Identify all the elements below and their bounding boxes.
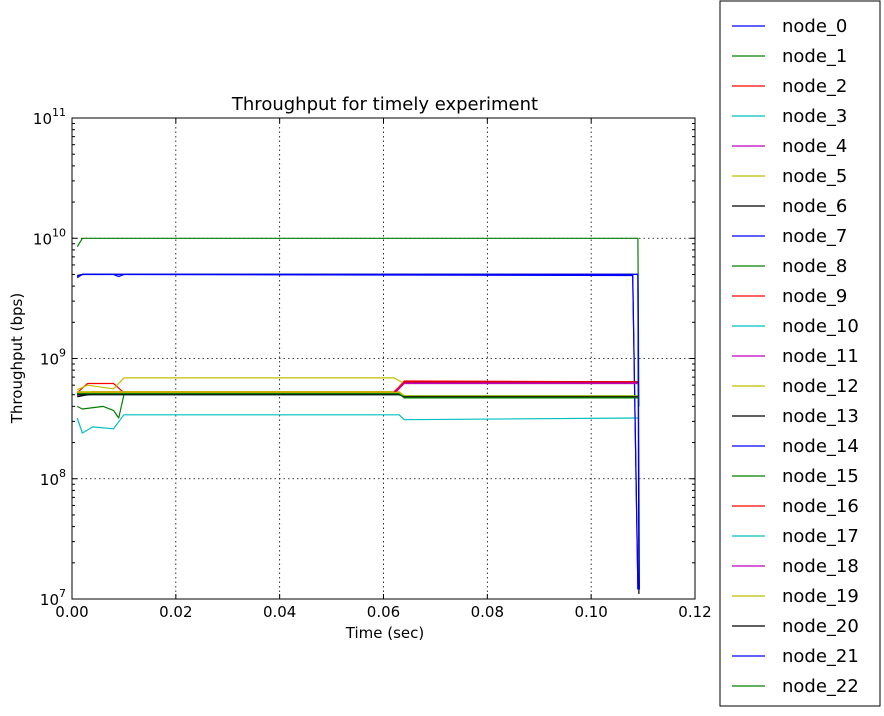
series-line-node-14 (76, 273, 639, 590)
series-line-node-21 (76, 273, 640, 590)
legend-label: node_14 (782, 436, 859, 457)
x-tick-label: 0.00 (55, 603, 88, 621)
y-ticks: 107 108 109 1010 1011 (33, 106, 695, 609)
y-axis-label: Throughput (bps) (8, 293, 26, 424)
y-tick-label: 107 (40, 587, 66, 609)
series-line-node-3 (76, 414, 638, 434)
legend-label: node_17 (782, 526, 859, 547)
legend-label: node_2 (782, 76, 847, 97)
series-line-node-6 (77, 273, 640, 595)
x-tick-label: 0.10 (574, 603, 607, 621)
x-tick-label: 0.06 (367, 603, 400, 621)
series-line-node-0 (76, 273, 639, 590)
legend-label: node_7 (782, 226, 847, 247)
legend-label: node_9 (782, 286, 847, 307)
x-tick-label: 0.12 (678, 603, 711, 621)
legend-label: node_18 (782, 556, 859, 577)
x-axis-label: Time (sec) (345, 624, 424, 642)
legend-label: node_12 (782, 376, 859, 397)
legend-label: node_6 (782, 196, 847, 217)
legend: node_0 node_1 node_2 node_3 node_4 node_5node… (719, 0, 881, 707)
legend-label: node_16 (782, 496, 859, 517)
legend-label: node_8 (782, 256, 847, 277)
legend-label: node_22 (782, 676, 859, 697)
y-tick-label: 108 (40, 467, 66, 489)
x-tick-label: 0.02 (159, 603, 192, 621)
series-line-node-22 (77, 393, 638, 399)
x-tick-label: 0.04 (263, 603, 296, 621)
legend-label: node_19 (782, 586, 859, 607)
legend-label: node_4 (782, 136, 847, 157)
legend-label: node_13 (782, 406, 859, 427)
legend-label: node_3 (782, 106, 847, 127)
y-tick-label: 109 (40, 347, 66, 369)
legend-label: node_5 (782, 166, 847, 187)
legend-label: node_0 (782, 16, 847, 37)
legend-frame (719, 0, 881, 707)
x-ticks: 0.00 0.02 0.04 0.06 0.08 0.10 0.12 (55, 118, 712, 621)
legend-label: node_21 (782, 646, 859, 667)
series-line-node-19 (77, 392, 638, 397)
legend-label: node_1 (782, 46, 847, 67)
y-tick-label: 1010 (33, 226, 66, 248)
legend-label: node_11 (782, 346, 859, 367)
legend-label: node_15 (782, 466, 859, 487)
y-tick-label: 1011 (33, 106, 66, 128)
legend-label: node_20 (782, 616, 859, 637)
chart-title: Throughput for timely experiment (231, 94, 538, 115)
series-lines (76, 237, 640, 595)
legend-label: node_10 (782, 316, 859, 337)
x-tick-label: 0.08 (471, 603, 504, 621)
grid (72, 118, 695, 599)
